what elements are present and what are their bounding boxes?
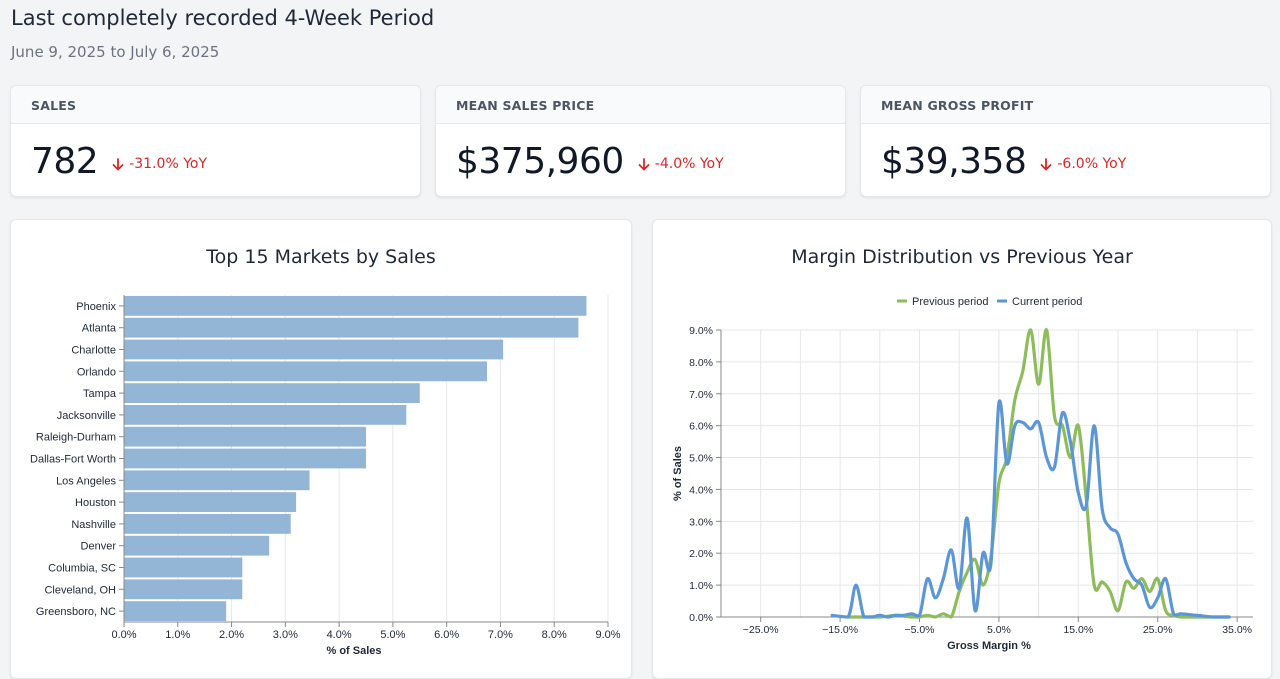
bar-phoenix	[124, 296, 587, 316]
y-tick-label: Greensboro, NC	[36, 606, 116, 618]
legend-label: Previous period	[912, 296, 988, 308]
arrow-down-icon	[112, 157, 124, 171]
x-axis-title: % of Sales	[326, 645, 381, 657]
x-tick-label: 7.0%	[488, 629, 513, 641]
x-tick-label: 4.0%	[327, 629, 352, 641]
kpi-value: 782	[31, 140, 99, 182]
kpi-card-sales: SALES 782 -31.0% YoY	[10, 85, 421, 197]
x-tick-label: 3.0%	[273, 629, 298, 641]
y-tick-label: Houston	[75, 497, 116, 509]
y-tick-label: Atlanta	[82, 323, 117, 335]
chart-title: Top 15 Markets by Sales	[206, 246, 436, 268]
x-tick-label: 15.0%	[1063, 624, 1093, 636]
y-tick-label: 0.0%	[689, 612, 713, 624]
markets-bar-chart: Phoenix Atlanta Charlotte Orlando Tampa Jacks…	[30, 295, 621, 657]
kpi-change: -4.0% YoY	[638, 156, 724, 172]
kpi-value: $39,358	[881, 140, 1027, 182]
kpi-label: SALES	[11, 86, 420, 124]
kpi-label: MEAN GROSS PROFIT	[861, 86, 1270, 124]
bar-greensboro-nc	[124, 601, 227, 621]
bar-cleveland-oh	[124, 579, 243, 600]
x-tick-label: 1.0%	[165, 629, 190, 641]
x-tick-label: 5.0%	[987, 624, 1011, 636]
bar-raleigh-durham	[124, 426, 366, 447]
margin-chart-card: Margin Distribution vs Previous Year 0.0…	[652, 219, 1272, 679]
y-tick-label: Los Angeles	[56, 475, 116, 487]
y-tick-label: 9.0%	[689, 325, 713, 337]
x-tick-label: 2.0%	[219, 629, 244, 641]
kpi-change-text: -31.0% YoY	[129, 156, 208, 172]
page-title: Last completely recorded 4-Week Period	[11, 6, 435, 30]
markets-chart-card: Top 15 Markets by Sales Phoenix Atlanta Ch…	[10, 219, 632, 679]
y-axis-title: % of Sales	[672, 446, 684, 501]
arrow-down-icon	[1040, 157, 1052, 171]
x-tick-label: 9.0%	[595, 629, 620, 641]
y-tick-label: 1.0%	[689, 580, 713, 592]
legend-label: Current period	[1012, 296, 1082, 308]
y-tick-label: Columbia, SC	[48, 563, 116, 575]
y-tick-label: 8.0%	[689, 357, 713, 369]
y-tick-label: Cleveland, OH	[44, 584, 116, 596]
kpi-label: MEAN SALES PRICE	[436, 86, 845, 124]
kpi-change-text: -4.0% YoY	[654, 156, 724, 172]
y-tick-label: 5.0%	[689, 453, 713, 465]
x-tick-label: 35.0%	[1222, 624, 1252, 636]
x-axis-title: Gross Margin %	[947, 640, 1031, 652]
x-tick-label: 6.0%	[434, 629, 459, 641]
y-tick-label: Charlotte	[71, 345, 116, 357]
y-tick-label: Jacksonville	[57, 410, 116, 422]
bar-columbia-sc	[124, 557, 243, 578]
margin-line-chart: 0.0% 1.0% 2.0% 3.0% 4.0% 5.0% 6.0% 7.0% 8.0% 9.0%…	[672, 296, 1253, 652]
bar-jacksonville	[124, 405, 407, 425]
x-tick-label: 25.0%	[1143, 624, 1173, 636]
y-tick-label: Tampa	[83, 388, 117, 400]
y-tick-label: Dallas-Fort Worth	[30, 454, 116, 466]
y-tick-label: Denver	[81, 541, 117, 553]
y-tick-label: 6.0%	[689, 421, 713, 433]
y-tick-label: 2.0%	[689, 548, 713, 560]
x-tick-label: 8.0%	[542, 629, 567, 641]
y-tick-label: 4.0%	[689, 484, 713, 496]
x-tick-label: 0.0%	[111, 629, 136, 641]
kpi-value: $375,960	[456, 140, 624, 182]
kpi-card-mean-gross-profit: MEAN GROSS PROFIT $39,358 -6.0% YoY	[860, 85, 1271, 197]
bar-los-angeles	[124, 470, 310, 491]
bar-charlotte	[124, 339, 504, 360]
y-tick-label: Orlando	[77, 366, 116, 378]
x-tick-label: −25.0%	[743, 624, 779, 636]
bar-denver	[124, 535, 270, 556]
kpi-card-mean-sales-price: MEAN SALES PRICE $375,960 -4.0% YoY	[435, 85, 846, 197]
y-tick-label: Raleigh-Durham	[36, 432, 116, 444]
kpi-change: -31.0% YoY	[112, 156, 207, 172]
y-tick-label: Phoenix	[76, 301, 116, 313]
series-line-previous	[846, 328, 1231, 619]
y-tick-label: Nashville	[71, 519, 116, 531]
date-range: June 9, 2025 to July 6, 2025	[11, 43, 220, 61]
bar-nashville	[124, 514, 291, 534]
kpi-change-text: -6.0% YoY	[1057, 156, 1127, 172]
x-tick-label: −5.0%	[904, 624, 934, 636]
series-line-current	[830, 399, 1231, 619]
arrow-down-icon	[638, 157, 650, 171]
chart-title: Margin Distribution vs Previous Year	[791, 246, 1133, 268]
bar-houston	[124, 492, 297, 512]
x-tick-label: 5.0%	[380, 629, 405, 641]
y-tick-label: 3.0%	[689, 516, 713, 528]
x-tick-label: −15.0%	[822, 624, 858, 636]
kpi-change: -6.0% YoY	[1040, 156, 1126, 172]
bar-orlando	[124, 361, 487, 382]
y-tick-label: 7.0%	[689, 389, 713, 401]
bar-tampa	[124, 383, 420, 403]
bar-atlanta	[124, 317, 579, 338]
bar-dallas-fort-worth	[124, 448, 366, 469]
